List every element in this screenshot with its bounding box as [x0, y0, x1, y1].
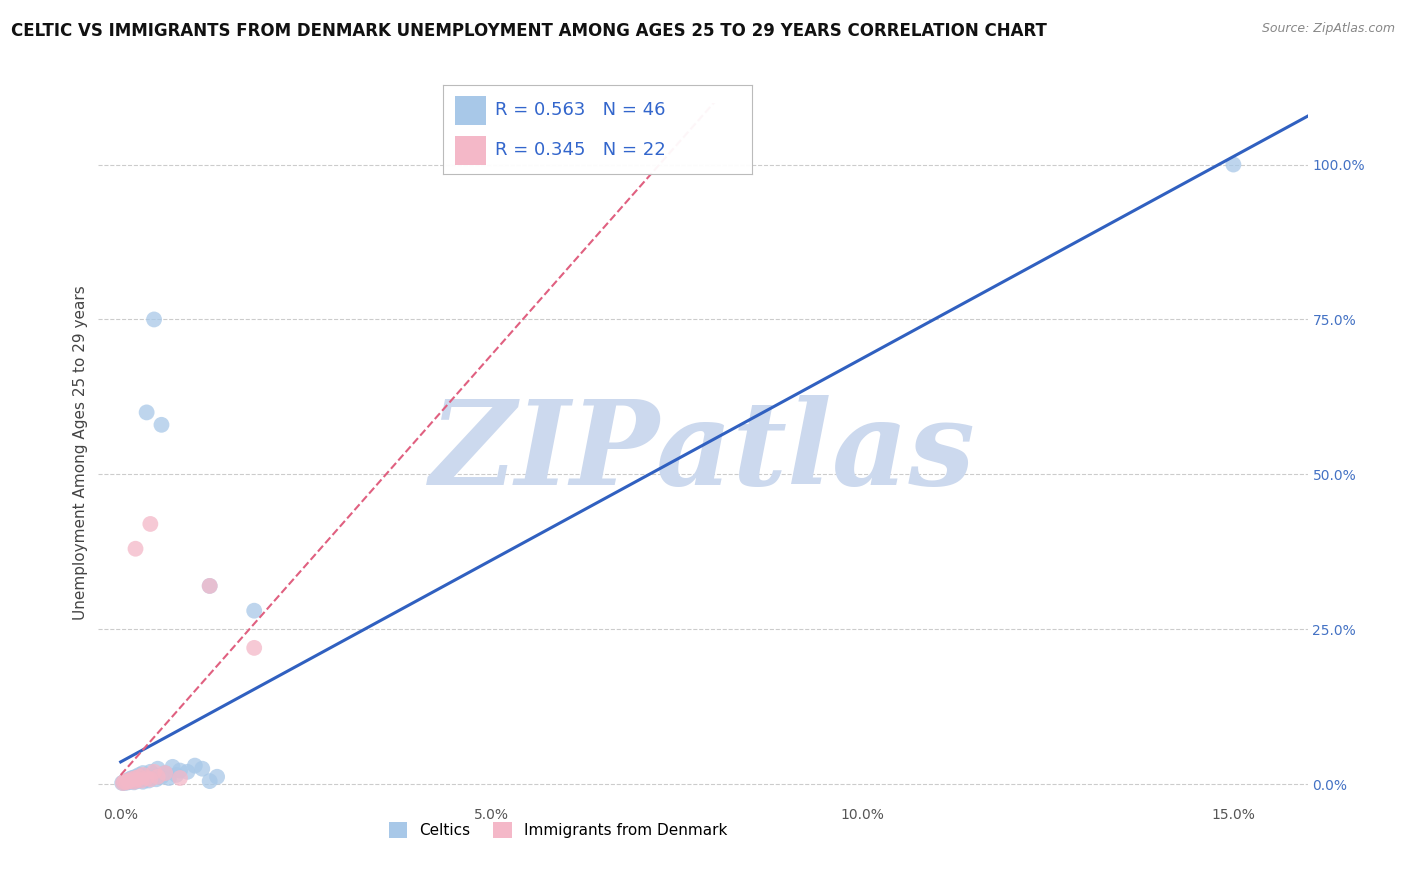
Point: [125, 772, 148, 787]
Point: [132, 774, 155, 789]
Point: [176, 764, 198, 779]
Point: [124, 771, 146, 785]
Point: [124, 541, 146, 556]
Point: [117, 773, 139, 788]
Point: [150, 770, 173, 784]
FancyBboxPatch shape: [456, 136, 486, 165]
Point: [198, 579, 221, 593]
Point: [198, 774, 221, 789]
Point: [112, 775, 135, 789]
Point: [1222, 157, 1244, 171]
Point: [134, 772, 156, 787]
Point: [128, 773, 150, 788]
Point: [135, 405, 157, 419]
Point: [131, 773, 153, 788]
Point: [121, 772, 143, 787]
Point: [139, 764, 162, 779]
Point: [121, 771, 143, 785]
Point: [165, 768, 187, 782]
Text: R = 0.563   N = 46: R = 0.563 N = 46: [495, 101, 666, 120]
Point: [145, 772, 167, 787]
Point: [132, 768, 155, 782]
Point: [114, 776, 136, 790]
Point: [157, 771, 180, 785]
Point: [198, 579, 221, 593]
Point: [153, 766, 176, 780]
Point: [139, 516, 162, 531]
Point: [124, 770, 146, 784]
Text: CELTIC VS IMMIGRANTS FROM DENMARK UNEMPLOYMENT AMONG AGES 25 TO 29 YEARS CORRELA: CELTIC VS IMMIGRANTS FROM DENMARK UNEMPL…: [11, 22, 1047, 40]
Point: [118, 774, 141, 789]
Text: R = 0.345   N = 22: R = 0.345 N = 22: [495, 141, 666, 160]
Point: [117, 773, 139, 788]
Point: [131, 771, 153, 785]
Text: Source: ZipAtlas.com: Source: ZipAtlas.com: [1261, 22, 1395, 36]
Point: [112, 774, 135, 789]
Point: [138, 773, 160, 788]
Point: [112, 774, 135, 789]
Point: [205, 770, 228, 784]
Point: [128, 770, 150, 784]
Point: [122, 774, 145, 789]
Point: [118, 774, 141, 789]
Point: [153, 766, 176, 780]
FancyBboxPatch shape: [456, 96, 486, 125]
Point: [243, 640, 266, 655]
Point: [141, 771, 163, 785]
Point: [169, 771, 191, 785]
Point: [121, 774, 143, 789]
Point: [143, 312, 166, 326]
Point: [139, 772, 162, 787]
Point: [132, 766, 155, 780]
Point: [122, 775, 145, 789]
Point: [191, 762, 214, 776]
Text: ZIPatlas: ZIPatlas: [430, 395, 976, 510]
Point: [118, 772, 141, 787]
Point: [243, 604, 266, 618]
Point: [128, 768, 150, 782]
Point: [146, 762, 169, 776]
Point: [111, 776, 134, 790]
Point: [135, 771, 157, 785]
Point: [125, 772, 148, 787]
Point: [143, 768, 166, 782]
Point: [115, 774, 138, 789]
Y-axis label: Unemployment Among Ages 25 to 29 years: Unemployment Among Ages 25 to 29 years: [73, 285, 89, 620]
Point: [169, 764, 191, 778]
Point: [150, 417, 173, 432]
Point: [117, 775, 139, 789]
Legend: Celtics, Immigrants from Denmark: Celtics, Immigrants from Denmark: [382, 816, 734, 844]
Point: [122, 772, 145, 787]
Point: [146, 770, 169, 784]
Point: [143, 764, 166, 779]
Point: [184, 758, 207, 772]
Point: [111, 776, 134, 790]
Point: [115, 775, 138, 789]
Point: [162, 760, 184, 774]
Point: [135, 770, 157, 784]
Point: [124, 774, 146, 789]
